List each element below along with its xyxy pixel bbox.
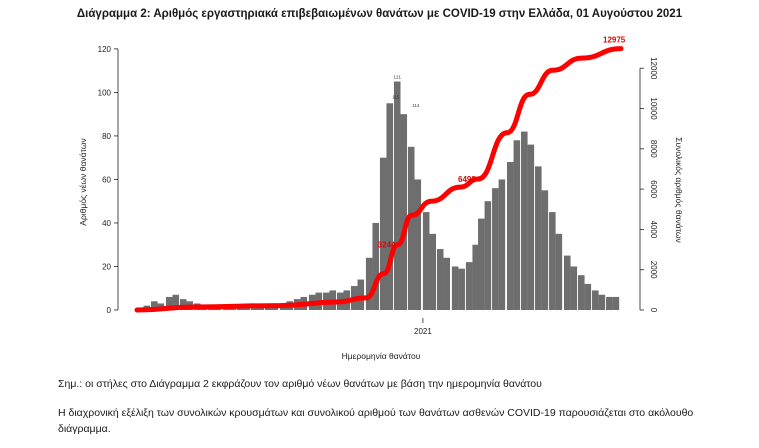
bar <box>570 266 578 310</box>
bar <box>250 307 258 310</box>
right-y-axis: 0 2000 4000 6000 8000 10000 12000 <box>639 57 658 313</box>
bar <box>472 244 479 310</box>
left-tick-label: 20 <box>102 262 111 271</box>
bar-label: 114 <box>412 103 420 108</box>
bar <box>229 307 237 310</box>
bar <box>584 283 592 310</box>
cumulative-annotations: 3244 6499 12975 <box>378 36 626 250</box>
bar <box>612 296 620 310</box>
bar <box>578 275 585 310</box>
bar <box>564 255 571 310</box>
left-tick-label: 100 <box>98 88 112 97</box>
left-y-axis-title: Αριθμός νέων θανάτων <box>78 138 88 225</box>
bar <box>451 266 459 310</box>
bar <box>379 157 387 310</box>
left-y-axis: 0 20 40 60 80 100 120 <box>98 45 119 315</box>
cumulative-annotation: 12975 <box>603 36 626 45</box>
right-tick-label: 6000 <box>649 180 658 198</box>
bar <box>606 296 613 310</box>
bar <box>484 201 492 310</box>
cumulative-annotation: 3244 <box>378 241 396 250</box>
right-tick-label: 12000 <box>649 57 658 80</box>
x-axis: 2021 <box>414 318 432 336</box>
bar-label: 115 <box>392 94 400 99</box>
bar <box>429 233 437 310</box>
bar <box>236 307 244 310</box>
bar <box>507 162 514 310</box>
bar <box>414 179 422 310</box>
bar <box>357 279 365 310</box>
cumulative-deaths-line <box>134 46 624 313</box>
bar <box>513 140 521 310</box>
bar <box>365 257 373 310</box>
bar <box>521 131 528 310</box>
chart-title: Διάγραμμα 2: Αριθμός εργαστηριακά επιβεβ… <box>76 8 683 20</box>
left-tick-label: 120 <box>98 45 112 54</box>
bar <box>535 166 542 310</box>
right-tick-label: 4000 <box>649 221 658 239</box>
daily-deaths-bars <box>137 81 620 311</box>
bar <box>436 249 444 310</box>
right-tick-label: 0 <box>649 308 658 313</box>
bar <box>598 294 606 310</box>
bar <box>400 114 408 310</box>
right-tick-label: 10000 <box>649 97 658 120</box>
bar <box>555 233 563 310</box>
bar <box>465 262 473 310</box>
bar-label: 121 <box>393 75 401 80</box>
bar <box>458 268 465 310</box>
left-tick-label: 40 <box>102 219 111 228</box>
body-paragraph: Η διαχρονική εξέλιξη των συνολικών κρουσ… <box>58 407 694 435</box>
footnote: Σημ.: οι στήλες στο Διάγραμμα 2 εκφράζου… <box>58 378 542 390</box>
bar <box>172 294 180 310</box>
x-tick-label: 2021 <box>414 327 432 336</box>
bar <box>407 146 415 310</box>
bar <box>386 103 394 310</box>
bar <box>443 257 451 310</box>
bar <box>478 218 485 310</box>
deaths-chart: 0 20 40 60 80 100 120 0 2000 4000 6000 8000 10000 12… <box>78 36 684 361</box>
left-tick-label: 0 <box>107 306 112 315</box>
x-axis-title: Ημερομηνία θανάτου <box>342 351 421 361</box>
bar <box>541 190 549 310</box>
right-tick-label: 8000 <box>649 140 658 158</box>
bar <box>592 290 599 310</box>
bar <box>151 301 158 310</box>
bar <box>165 296 173 310</box>
bar <box>549 212 556 310</box>
left-tick-label: 60 <box>102 175 111 184</box>
bar <box>492 188 499 310</box>
bar <box>372 222 380 310</box>
bar <box>527 144 535 310</box>
right-y-axis-title: Συνολικός αριθμός θανάτων <box>674 137 684 243</box>
left-tick-label: 80 <box>102 132 111 141</box>
cumulative-annotation: 6499 <box>458 175 476 184</box>
bar <box>393 81 401 311</box>
bar <box>243 307 251 310</box>
bar <box>498 179 506 310</box>
bar <box>422 212 430 310</box>
bar <box>257 307 265 310</box>
bar <box>179 299 187 310</box>
bar-value-labels: 121 115 114 <box>392 75 420 109</box>
right-tick-label: 2000 <box>649 261 658 279</box>
